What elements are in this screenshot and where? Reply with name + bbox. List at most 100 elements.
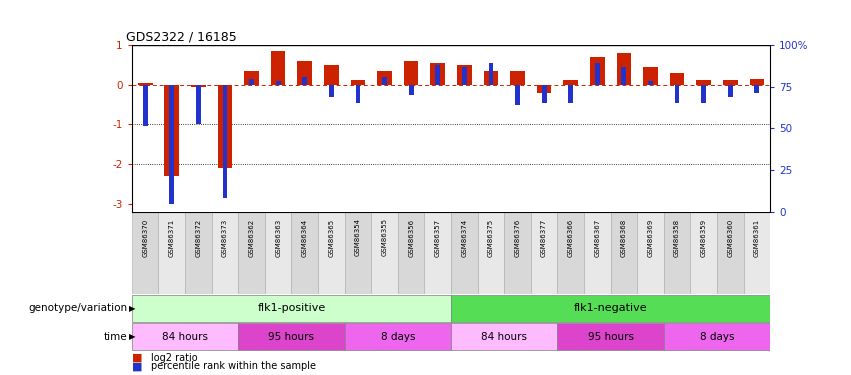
Bar: [537, 85, 551, 93]
Text: GSM86356: GSM86356: [408, 219, 414, 257]
Bar: [488, 63, 494, 85]
Bar: [238, 323, 345, 350]
Text: GSM86377: GSM86377: [541, 219, 547, 257]
Text: GSM86367: GSM86367: [594, 219, 600, 257]
Bar: [318, 212, 345, 294]
Bar: [329, 85, 334, 97]
Text: genotype/variation: genotype/variation: [29, 303, 128, 313]
Bar: [436, 65, 440, 85]
Text: GSM86359: GSM86359: [700, 219, 706, 257]
Bar: [238, 212, 265, 294]
Bar: [345, 212, 371, 294]
Text: GSM86371: GSM86371: [168, 219, 174, 257]
Bar: [462, 67, 466, 85]
Text: GSM86358: GSM86358: [674, 219, 680, 257]
Bar: [723, 80, 738, 85]
Bar: [212, 212, 238, 294]
Bar: [425, 212, 451, 294]
Text: GSM86374: GSM86374: [461, 219, 467, 257]
Bar: [132, 212, 158, 294]
Text: GSM86363: GSM86363: [275, 219, 281, 257]
Bar: [563, 80, 578, 85]
Text: 8 days: 8 days: [700, 332, 734, 342]
Bar: [196, 85, 201, 124]
Bar: [675, 85, 679, 103]
Text: GSM86376: GSM86376: [515, 219, 521, 257]
Bar: [728, 85, 733, 97]
Bar: [557, 212, 584, 294]
Bar: [356, 85, 360, 103]
Text: GSM86354: GSM86354: [355, 219, 361, 257]
Bar: [531, 212, 557, 294]
Bar: [584, 212, 610, 294]
Text: ▶: ▶: [129, 304, 136, 313]
Bar: [345, 323, 451, 350]
Text: percentile rank within the sample: percentile rank within the sample: [151, 361, 316, 371]
Text: GDS2322 / 16185: GDS2322 / 16185: [126, 31, 237, 44]
Bar: [351, 80, 365, 85]
Bar: [132, 295, 451, 322]
Text: flk1-positive: flk1-positive: [257, 303, 326, 313]
Bar: [617, 53, 631, 85]
Text: time: time: [104, 332, 128, 342]
Text: GSM86355: GSM86355: [381, 219, 387, 257]
Bar: [590, 57, 604, 85]
Bar: [610, 212, 637, 294]
Bar: [271, 51, 285, 85]
Bar: [504, 212, 531, 294]
Bar: [186, 212, 212, 294]
Bar: [451, 212, 477, 294]
Bar: [408, 85, 414, 94]
Bar: [404, 61, 419, 85]
Bar: [298, 61, 312, 85]
Bar: [143, 85, 147, 126]
Bar: [249, 79, 254, 85]
Bar: [542, 85, 546, 103]
Text: GSM86369: GSM86369: [648, 219, 654, 257]
Text: ■: ■: [132, 361, 142, 371]
Bar: [451, 295, 770, 322]
Bar: [511, 71, 525, 85]
Bar: [690, 212, 717, 294]
Text: GSM86357: GSM86357: [435, 219, 441, 257]
Bar: [431, 63, 445, 85]
Bar: [670, 73, 684, 85]
Text: log2 ratio: log2 ratio: [151, 352, 197, 363]
Text: GSM86375: GSM86375: [488, 219, 494, 257]
Bar: [696, 80, 711, 85]
Bar: [397, 212, 425, 294]
Text: 84 hours: 84 hours: [162, 332, 208, 342]
Bar: [291, 212, 318, 294]
Bar: [557, 323, 664, 350]
Bar: [191, 85, 206, 87]
Text: GSM86360: GSM86360: [728, 219, 734, 257]
Text: 84 hours: 84 hours: [481, 332, 528, 342]
Text: GSM86365: GSM86365: [328, 219, 334, 257]
Bar: [515, 85, 520, 105]
Text: 95 hours: 95 hours: [268, 332, 315, 342]
Text: 8 days: 8 days: [380, 332, 415, 342]
Bar: [637, 212, 664, 294]
Bar: [164, 85, 179, 176]
Bar: [371, 212, 397, 294]
Text: ▶: ▶: [129, 332, 136, 341]
Bar: [717, 212, 744, 294]
Text: 95 hours: 95 hours: [587, 332, 634, 342]
Text: GSM86370: GSM86370: [142, 219, 148, 257]
Text: GSM86361: GSM86361: [754, 219, 760, 257]
Text: GSM86362: GSM86362: [248, 219, 254, 257]
Bar: [457, 65, 471, 85]
Text: GSM86366: GSM86366: [568, 219, 574, 257]
Bar: [664, 212, 690, 294]
Bar: [169, 85, 174, 204]
Bar: [324, 65, 339, 85]
Bar: [750, 79, 764, 85]
Bar: [382, 77, 387, 85]
Text: GSM86364: GSM86364: [302, 219, 308, 257]
Bar: [643, 67, 658, 85]
Bar: [648, 81, 653, 85]
Bar: [451, 323, 557, 350]
Bar: [483, 71, 498, 85]
Bar: [244, 71, 259, 85]
Text: GSM86368: GSM86368: [621, 219, 627, 257]
